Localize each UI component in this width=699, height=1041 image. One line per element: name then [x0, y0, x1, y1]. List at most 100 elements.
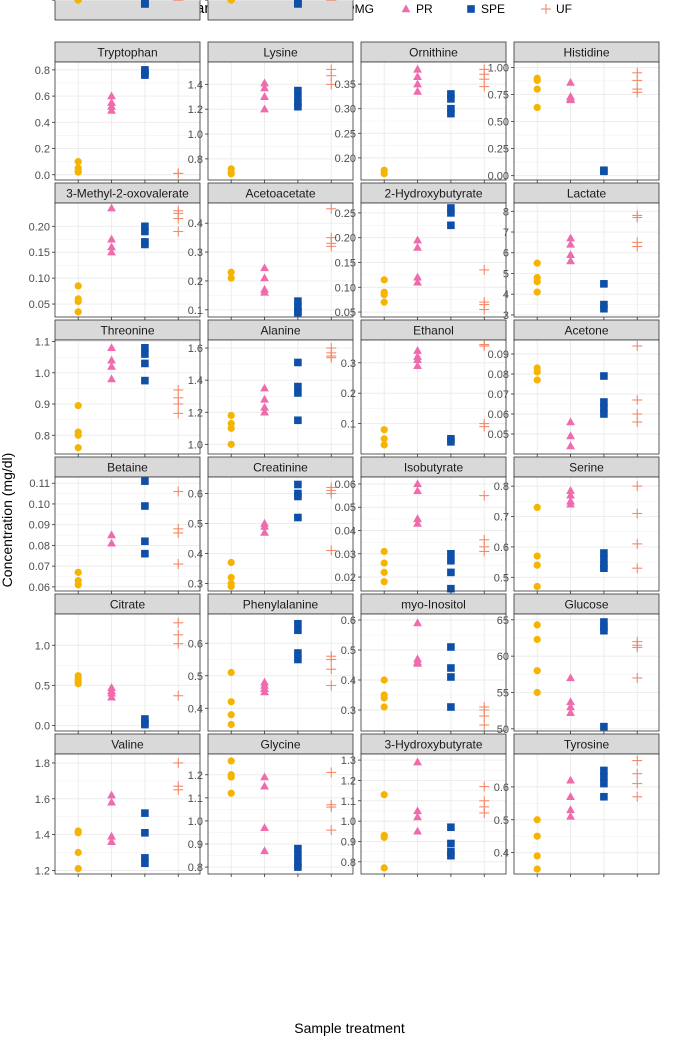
- y-tick-label: 0.07: [29, 561, 50, 573]
- facet-leucine: Leucine 0.80.91.0: [188, 0, 354, 21]
- data-point-uf: [632, 508, 643, 519]
- y-tick-label: 0.4: [341, 675, 356, 687]
- data-point-pr: [260, 407, 269, 416]
- data-point-cpmg: [533, 832, 541, 840]
- facet-title: 2-Hydroxybutyrate: [384, 187, 482, 201]
- data-point-pr: [260, 527, 269, 536]
- facet-glycine: Glycine 0.8 0.9 1.0 1.1 1.2: [188, 733, 354, 877]
- panel-border: [513, 476, 660, 592]
- data-point-uf: [326, 488, 337, 499]
- y-tick-label: 1.2: [341, 775, 356, 787]
- y-tick-label: 0.06: [335, 479, 356, 491]
- y-tick-label: 0.09: [488, 349, 509, 361]
- facet-acetone: Acetone 0.05 0.06 0.07 0.08 0.09: [488, 319, 660, 457]
- data-point-uf: [326, 545, 337, 556]
- data-point-pr: [260, 394, 269, 403]
- facet-strip: [207, 0, 354, 21]
- facet-title: Citrate: [110, 598, 146, 612]
- y-tick-label: 0.6: [188, 489, 203, 501]
- data-point-uf: [479, 421, 490, 432]
- panel-border: [513, 202, 660, 318]
- y-tick-label: 0.8: [35, 430, 50, 442]
- data-point-pr: [107, 242, 116, 251]
- data-point-cpmg: [74, 568, 82, 576]
- y-tick-label: 0.30: [335, 104, 356, 116]
- y-tick-label: 0.6: [35, 91, 50, 103]
- data-point-spe: [600, 555, 608, 563]
- data-point-pr: [260, 78, 269, 87]
- data-point-cpmg: [380, 276, 388, 284]
- data-point-pr: [260, 92, 269, 100]
- data-point-cpmg: [533, 288, 541, 296]
- panel-background: [514, 340, 659, 454]
- y-tick-label: 60: [497, 651, 509, 663]
- panel-background: [361, 614, 506, 731]
- data-point-pr: [566, 233, 575, 242]
- data-point-spe: [141, 502, 149, 510]
- facet-3-methyl-2-oxovalerate: 3-Methyl-2-oxovalerate 0.05 0.10 0.15 0.20: [29, 182, 201, 320]
- y-tick-label: 0.02: [335, 572, 356, 584]
- data-point-uf: [632, 755, 643, 766]
- facet-title: Histidine: [563, 46, 609, 60]
- data-point-uf: [479, 304, 490, 315]
- data-point-uf: [326, 79, 337, 90]
- facet-phenylalanine: Phenylalanine 0.4 0.5 0.6: [188, 593, 354, 734]
- y-tick-label: 0.4: [35, 117, 50, 129]
- y-axis-label-box: Concentration (mg/dl): [1, 453, 15, 588]
- y-tick-label: 0.4: [188, 703, 203, 715]
- data-point-spe: [447, 823, 455, 832]
- data-point-cpmg: [227, 573, 235, 582]
- data-point-cpmg: [380, 441, 388, 449]
- facet-title: Glutamine: [100, 0, 155, 3]
- data-point-spe: [294, 382, 302, 391]
- data-point-pr: [413, 64, 422, 73]
- panel-border: [54, 339, 201, 455]
- legend-key-uf: [541, 4, 551, 14]
- data-point-cpmg: [74, 401, 82, 410]
- data-point-pr: [413, 86, 422, 95]
- data-point-cpmg: [380, 547, 388, 556]
- facet-2-hydroxybutyrate: 2-Hydroxybutyrate 0.05 0.10 0.15 0.20 0.25: [335, 182, 507, 320]
- data-point-cpmg: [533, 552, 541, 560]
- panel-border: [360, 61, 507, 181]
- data-point-cpmg: [74, 680, 82, 688]
- data-point-uf: [326, 680, 337, 691]
- panel-background: [208, 203, 353, 317]
- data-point-spe: [600, 779, 608, 788]
- data-point-pr: [107, 831, 116, 840]
- facet-tryptophan: Tryptophan 0.0 0.2 0.4 0.6 0.8: [35, 41, 201, 183]
- facet-title: Ornithine: [409, 46, 458, 60]
- data-point-spe: [447, 109, 455, 118]
- data-point-pr: [413, 346, 422, 354]
- data-point-cpmg: [380, 676, 388, 684]
- facet-title: Tyrosine: [564, 738, 610, 752]
- panel-border: [360, 339, 507, 455]
- data-point-spe: [447, 549, 455, 558]
- data-point-cpmg: [74, 431, 82, 439]
- data-point-pr: [413, 361, 422, 370]
- data-point-uf: [326, 241, 337, 252]
- data-point-cpmg: [533, 368, 541, 376]
- data-point-pr: [107, 837, 116, 845]
- y-tick-label: 1.1: [341, 796, 356, 808]
- y-tick-label: 0.06: [488, 409, 509, 421]
- panel-border: [207, 613, 354, 732]
- data-point-uf: [173, 559, 184, 570]
- data-point-pr: [107, 101, 116, 110]
- data-point-cpmg: [380, 568, 388, 576]
- data-point-spe: [141, 350, 149, 358]
- data-point-spe: [294, 308, 302, 317]
- y-tick-label: 0.6: [188, 638, 203, 650]
- data-point-spe: [600, 549, 608, 557]
- y-tick-label: 0.15: [29, 247, 50, 259]
- data-point-cpmg: [533, 278, 541, 286]
- panel-border: [513, 613, 660, 732]
- facet-lysine: Lysine 0.8 1.0 1.2 1.4: [188, 41, 354, 183]
- data-point-spe: [447, 643, 455, 651]
- data-point-spe: [141, 549, 149, 558]
- data-point-cpmg: [380, 298, 388, 306]
- data-point-uf: [173, 486, 184, 497]
- facet-title: Alanine: [260, 324, 300, 338]
- data-point-spe: [600, 766, 608, 775]
- y-tick-label: 0.20: [29, 221, 50, 233]
